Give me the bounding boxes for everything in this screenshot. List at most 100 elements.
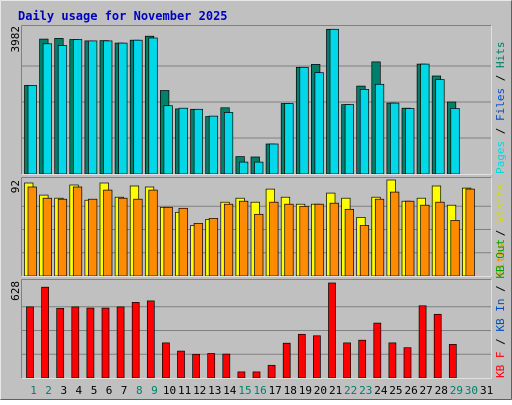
x-tick-label-day-8: 8	[136, 384, 143, 397]
x-tick-label-day-23: 23	[359, 384, 372, 397]
x-tick-label-day-17: 17	[269, 384, 282, 397]
bar-kb-f-day-undefined	[252, 371, 261, 379]
bar-files-day-undefined	[314, 72, 324, 175]
x-tick-label-day-10: 10	[163, 384, 176, 397]
bar-kb-f-day-undefined	[343, 342, 351, 379]
max-label-visits: 92	[9, 180, 22, 193]
x-tick-label-day-11: 11	[178, 384, 191, 397]
bar-files-day-undefined	[344, 104, 354, 175]
bar-kb-f-day-undefined	[358, 339, 367, 379]
bar-sites-day-undefined	[374, 198, 385, 277]
legend-sep-4: /	[494, 332, 507, 352]
bar-kb-f-day-undefined	[313, 335, 321, 379]
bar-kb-f-day-undefined	[86, 307, 95, 379]
bar-files-day-undefined	[359, 89, 370, 175]
bar-kb-f-day-undefined	[41, 286, 49, 379]
bar-files-day-undefined	[223, 112, 234, 175]
legend-hits: Hits	[494, 42, 507, 69]
bar-sites-day-undefined	[284, 203, 294, 277]
bar-kb-f-day-undefined	[101, 307, 110, 379]
x-tick-label-day-30: 30	[465, 384, 478, 397]
bar-sites-day-undefined	[239, 200, 249, 277]
bar-kb-f-day-undefined	[131, 302, 140, 379]
bar-sites-day-undefined	[359, 225, 370, 277]
bar-files-day-undefined	[208, 115, 219, 175]
bar-files-day-undefined	[239, 161, 249, 175]
x-tick-label-day-7: 7	[121, 384, 128, 397]
bar-kb-f-day-undefined	[222, 353, 231, 379]
bar-kb-f-day-undefined	[192, 353, 200, 379]
bar-sites-day-undefined	[314, 203, 324, 277]
x-tick-label-day-26: 26	[404, 384, 417, 397]
x-tick-label-day-9: 9	[151, 384, 158, 397]
x-tick-label-day-3: 3	[60, 384, 67, 397]
bar-files-day-undefined	[284, 103, 294, 175]
bar-kb-f-day-undefined	[328, 282, 336, 379]
x-tick-label-day-25: 25	[389, 384, 402, 397]
x-tick-label-day-1: 1	[30, 384, 37, 397]
legend-pages: Pages	[494, 141, 507, 174]
bar-files-day-undefined	[435, 79, 445, 175]
x-tick-label-day-20: 20	[314, 384, 327, 397]
bar-sites-day-undefined	[118, 197, 128, 277]
legend-hits-panel: Pages / Files / Hits	[494, 42, 507, 175]
bar-sites-day-undefined	[405, 200, 415, 277]
bar-kb-f-day-undefined	[418, 305, 427, 379]
bar-sites-day-undefined	[133, 198, 143, 277]
bar-sites-day-undefined	[254, 213, 264, 277]
chart-title: Daily usage for November 2025	[18, 9, 228, 23]
x-tick-label-day-16: 16	[253, 384, 266, 397]
legend-sites: Sites	[494, 243, 507, 276]
x-tick-label-day-4: 4	[75, 384, 82, 397]
bar-sites-day-undefined	[269, 201, 279, 277]
bar-kb-f-day-undefined	[282, 342, 291, 379]
x-tick-label-day-21: 21	[329, 384, 342, 397]
bar-kb-f-day-undefined	[207, 353, 216, 379]
bar-sites-day-undefined	[450, 220, 460, 277]
bar-files-day-undefined	[163, 105, 173, 175]
x-axis-labels: 1 2 3 4 5 6 7 8 9 10 11 12 13 14 15 16 17 18 19 20 21 22 23 24 2…	[30, 384, 493, 397]
x-tick-label-day-27: 27	[419, 384, 432, 397]
bar-kb-f-day-undefined	[26, 306, 34, 379]
bar-kb-f-day-undefined	[297, 333, 306, 379]
legend-sep-3: /	[494, 223, 507, 243]
bar-sites-day-undefined	[42, 197, 52, 277]
bar-kb-f-day-undefined	[177, 350, 185, 379]
bar-sites-day-undefined	[390, 191, 400, 277]
bar-files-day-undefined	[450, 108, 460, 175]
bar-files-day-undefined	[27, 85, 37, 175]
bar-sites-day-undefined	[57, 198, 68, 277]
bar-kb-f-day-undefined	[267, 364, 276, 379]
bar-kb-f-day-undefined	[373, 322, 382, 379]
bar-sites-day-undefined	[435, 201, 445, 277]
bar-files-day-undefined	[193, 108, 203, 175]
bar-files-day-undefined	[254, 161, 264, 175]
bar-sites-day-undefined	[148, 189, 158, 277]
x-tick-label-day-2: 2	[45, 384, 52, 397]
bar-sites-day-undefined	[103, 189, 113, 277]
x-tick-label-day-28: 28	[435, 384, 448, 397]
bar-sites-day-undefined	[420, 204, 430, 277]
bar-files-day-undefined	[178, 107, 188, 175]
bar-sites-day-undefined	[163, 206, 173, 277]
x-tick-label-day-18: 18	[284, 384, 297, 397]
max-label-kbytes: 628	[9, 281, 22, 301]
bar-sites-day-undefined	[27, 186, 37, 277]
bar-kb-f-day-undefined	[146, 300, 155, 379]
bar-kb-f-day-undefined	[116, 306, 125, 379]
bar-files-day-undefined	[72, 39, 83, 175]
bar-files-day-undefined	[148, 37, 158, 175]
x-tick-label-day-6: 6	[106, 384, 113, 397]
bar-kb-f-day-undefined	[433, 313, 442, 379]
bar-sites-day-undefined	[465, 188, 475, 277]
plot-area-kbytes	[22, 280, 491, 378]
x-tick-label-day-13: 13	[208, 384, 221, 397]
bar-files-day-undefined	[390, 102, 400, 175]
bar-files-day-undefined	[329, 28, 339, 175]
legend-files: Files	[494, 88, 507, 121]
bar-files-day-undefined	[88, 40, 98, 175]
x-tick-label-day-22: 22	[344, 384, 357, 397]
x-tick-label-day-19: 19	[299, 384, 312, 397]
bar-files-day-undefined	[420, 63, 430, 175]
